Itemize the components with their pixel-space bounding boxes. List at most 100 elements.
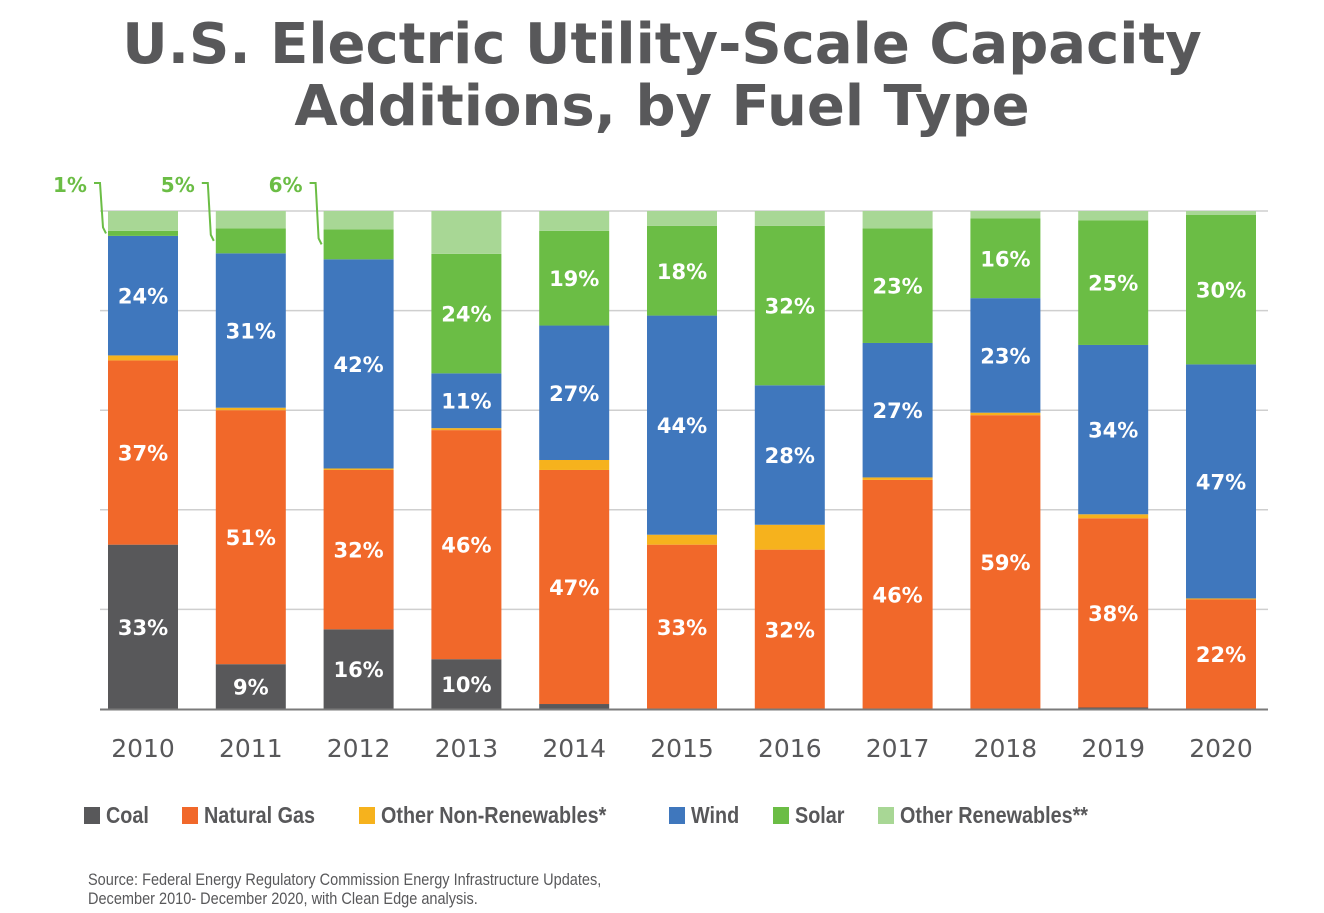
bar-segment-wind-2016 bbox=[754, 385, 825, 525]
data-label-wind-2017: 27% bbox=[872, 399, 922, 423]
bar-segment-other-non-renewables-2010 bbox=[108, 355, 178, 361]
data-label-coal-2011: 9% bbox=[233, 676, 269, 700]
bar-segment-wind-2020 bbox=[1186, 364, 1256, 599]
bar-segment-wind-2012 bbox=[323, 259, 394, 469]
bar-segment-wind-2017 bbox=[862, 342, 933, 478]
bar-segment-solar-2012 bbox=[323, 229, 394, 260]
bar-segment-wind-2014 bbox=[539, 325, 610, 460]
bar-2020: 22% 47% 30% bbox=[1186, 211, 1256, 709]
data-label-solar-2014: 19% bbox=[549, 267, 599, 291]
legend-label-other-non-renewables: Other Non-Renewables* bbox=[380, 801, 607, 828]
x-tick-label-2011: 2011 bbox=[219, 734, 283, 763]
chart-title-line-2: Additions, by Fuel Type bbox=[294, 74, 1030, 139]
bar-segment-wind-2010 bbox=[108, 235, 178, 356]
bar-segment-wind-2018 bbox=[970, 298, 1041, 413]
legend-swatch-other-renewables bbox=[878, 806, 895, 824]
bar-segment-other-non-renewables-2020 bbox=[1186, 598, 1256, 600]
bar-segment-other-non-renewables-2017 bbox=[862, 477, 933, 480]
source-note: Source: Federal Energy Regulatory Commis… bbox=[88, 871, 601, 909]
bar-segment-natural-gas-2010 bbox=[108, 360, 178, 545]
data-label-wind-2012: 42% bbox=[333, 353, 383, 377]
x-tick-label-2020: 2020 bbox=[1189, 734, 1253, 763]
callout-label-2011: 5% bbox=[161, 173, 195, 197]
bar-segment-other-non-renewables-2014 bbox=[539, 460, 610, 470]
bar-segment-natural-gas-2011 bbox=[215, 410, 286, 665]
bar-segment-coal-2014 bbox=[539, 704, 610, 709]
bar-segment-solar-2013 bbox=[431, 253, 502, 374]
data-label-natural-gas-2018: 59% bbox=[980, 551, 1030, 575]
x-tick-label-2019: 2019 bbox=[1081, 734, 1145, 763]
callout-label-2010: 1% bbox=[53, 173, 87, 197]
legend-label-solar: Solar bbox=[794, 801, 845, 828]
bar-segment-solar-2015 bbox=[647, 225, 717, 316]
bar-segment-other-non-renewables-2013 bbox=[431, 428, 502, 431]
legend-item-wind: Wind bbox=[668, 801, 747, 829]
data-label-wind-2018: 23% bbox=[980, 344, 1030, 368]
data-label-solar-2019: 25% bbox=[1088, 272, 1138, 296]
data-label-wind-2020: 47% bbox=[1196, 470, 1246, 494]
data-label-natural-gas-2015: 33% bbox=[657, 616, 707, 640]
data-label-coal-2010: 33% bbox=[118, 616, 168, 640]
legend-item-coal: Coal bbox=[84, 802, 156, 829]
bar-segment-other-renewables-2013 bbox=[431, 211, 502, 254]
data-label-natural-gas-2017: 46% bbox=[872, 583, 922, 607]
bar-2017: 46% 27% 23% bbox=[862, 211, 933, 709]
legend-swatch-other-non-renewables bbox=[358, 806, 375, 824]
data-label-wind-2019: 34% bbox=[1088, 419, 1138, 443]
x-tick-label-2013: 2013 bbox=[435, 734, 499, 763]
stacked-bar-chart: 33% 37% 24% 9% 51% 31% 16% 32% 42% 10% 46% 11% 24% 47… bbox=[53, 173, 1268, 763]
bar-segment-solar-2014 bbox=[539, 230, 610, 326]
bar-2012: 16% 32% 42% bbox=[323, 211, 394, 709]
bar-segment-natural-gas-2014 bbox=[539, 469, 610, 705]
legend-swatch-natural-gas bbox=[181, 806, 198, 824]
data-label-wind-2010: 24% bbox=[118, 285, 168, 309]
callout-label-2012: 6% bbox=[269, 173, 303, 197]
legend-label-natural-gas: Natural Gas bbox=[203, 801, 315, 828]
legend-swatch-coal bbox=[84, 806, 100, 824]
bar-segment-coal-2012 bbox=[323, 629, 394, 709]
data-label-wind-2015: 44% bbox=[657, 414, 707, 438]
bar-segment-coal-2013 bbox=[431, 659, 502, 709]
data-label-natural-gas-2010: 37% bbox=[118, 442, 168, 466]
x-tick-label-2017: 2017 bbox=[866, 734, 930, 763]
bar-segment-other-non-renewables-2018 bbox=[970, 412, 1041, 416]
bar-2015: 33% 44% 18% bbox=[647, 211, 717, 709]
chart-legend: Coal Natural Gas Other Non-Renewables* W… bbox=[84, 800, 1145, 830]
bar-segment-other-renewables-2018 bbox=[970, 211, 1041, 219]
legend-item-other-renewables: Other Renewables** bbox=[878, 802, 1119, 829]
bar-segment-natural-gas-2013 bbox=[431, 430, 502, 660]
bar-2019: 38% 34% 25% bbox=[1078, 211, 1149, 709]
data-label-natural-gas-2014: 47% bbox=[549, 576, 599, 600]
source-line-2: December 2010- December 2020, with Clean… bbox=[88, 890, 478, 908]
bar-segment-natural-gas-2016 bbox=[754, 549, 825, 709]
data-label-wind-2016: 28% bbox=[765, 444, 815, 468]
legend-label-wind: Wind bbox=[690, 801, 740, 828]
bar-segment-solar-2020 bbox=[1186, 214, 1256, 365]
bar-segment-solar-2016 bbox=[754, 225, 825, 386]
bar-segment-coal-2019 bbox=[1078, 707, 1149, 709]
legend-swatch-solar bbox=[772, 806, 789, 824]
bar-segment-natural-gas-2012 bbox=[323, 469, 394, 630]
x-tick-label-2010: 2010 bbox=[111, 734, 175, 763]
bar-2018: 59% 23% 16% bbox=[970, 211, 1041, 709]
data-label-solar-2020: 30% bbox=[1196, 279, 1246, 303]
bars: 33% 37% 24% 9% 51% 31% 16% 32% 42% 10% 46% 11% 24% 47… bbox=[108, 211, 1256, 709]
bar-segment-other-renewables-2010 bbox=[108, 211, 178, 231]
bar-segment-wind-2015 bbox=[647, 315, 717, 535]
data-label-wind-2011: 31% bbox=[226, 320, 276, 344]
bar-segment-other-renewables-2019 bbox=[1078, 211, 1149, 221]
data-label-solar-2015: 18% bbox=[657, 260, 707, 284]
bar-2010: 33% 37% 24% bbox=[108, 211, 178, 709]
bar-segment-coal-2010 bbox=[108, 544, 178, 709]
legend-item-other-non-renewables: Other Non-Renewables* bbox=[358, 801, 643, 829]
bar-segment-natural-gas-2019 bbox=[1078, 518, 1149, 708]
data-label-coal-2012: 16% bbox=[333, 658, 383, 682]
bar-segment-wind-2011 bbox=[215, 253, 286, 408]
data-label-coal-2013: 10% bbox=[441, 673, 491, 697]
bar-segment-other-non-renewables-2019 bbox=[1078, 514, 1149, 519]
bar-2011: 9% 51% 31% bbox=[215, 211, 286, 709]
bar-2013: 10% 46% 11% 24% bbox=[431, 211, 502, 709]
bar-segment-other-renewables-2012 bbox=[323, 211, 394, 230]
data-label-solar-2018: 16% bbox=[980, 247, 1030, 271]
x-tick-label-2016: 2016 bbox=[758, 734, 822, 763]
